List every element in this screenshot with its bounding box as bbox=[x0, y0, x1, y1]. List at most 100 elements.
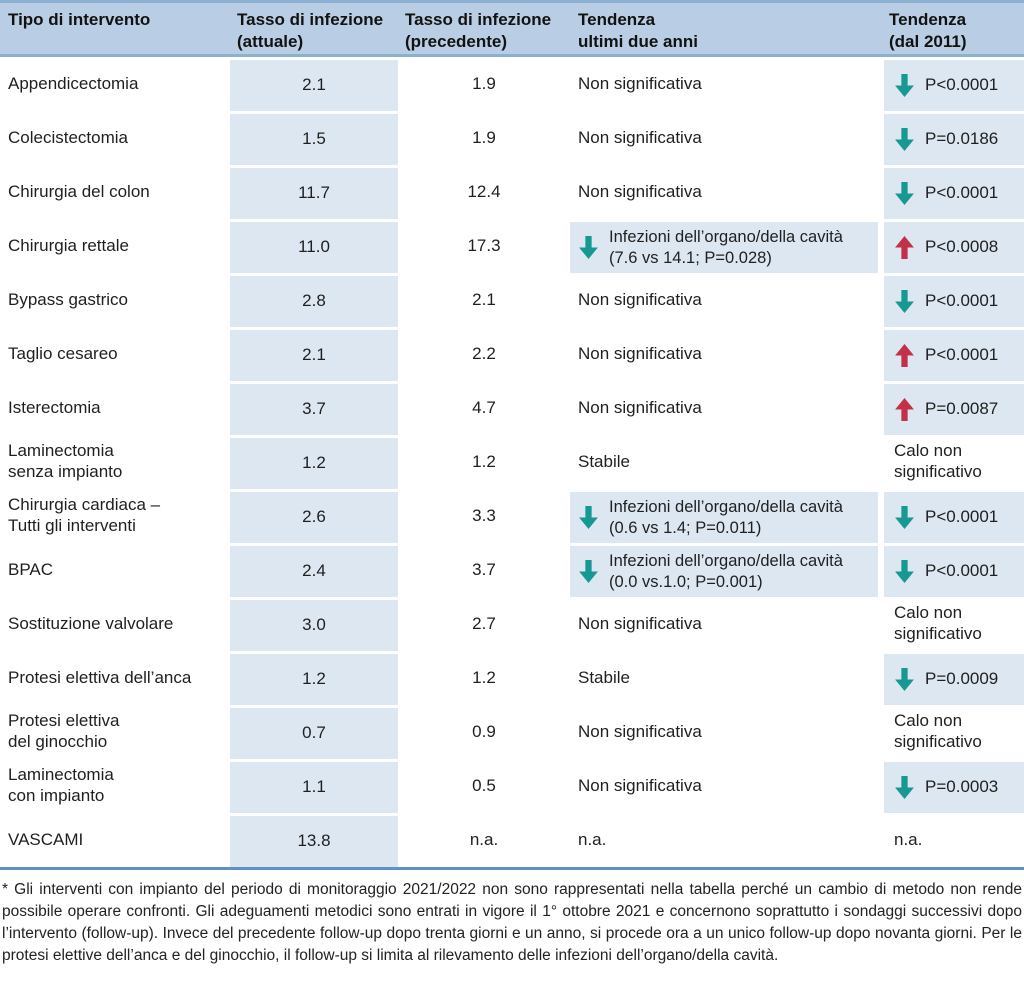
intervention-cell: Chirurgia cardiaca – Tutti gli intervent… bbox=[8, 495, 161, 535]
table-row: Colecistectomia 1.5 1.9 Non significativa P=… bbox=[0, 111, 1024, 165]
intervention-cell: Protesi elettiva dell’anca bbox=[8, 667, 192, 687]
trend-2011-cell: P=0.0087 bbox=[884, 381, 1024, 435]
trend-2011-cell: P=0.0009 bbox=[884, 651, 1024, 705]
trend-2y-cell: n.a. bbox=[578, 829, 607, 849]
current-rate-cell: 1.5 bbox=[230, 111, 398, 165]
trend-2011-cell: Calo non significativo bbox=[894, 441, 982, 481]
table-row: Chirurgia cardiaca – Tutti gli intervent… bbox=[0, 489, 1024, 543]
trend-2y-cell: Non significativa bbox=[578, 613, 702, 633]
trend-2y-cell: Infezioni dell’organo/della cavità (0.0 … bbox=[570, 543, 884, 597]
trend-down-icon bbox=[894, 74, 915, 97]
intervention-cell: Chirurgia rettale bbox=[8, 235, 129, 255]
trend-2y-cell: Non significativa bbox=[578, 289, 702, 309]
current-rate-cell: 3.7 bbox=[230, 381, 398, 435]
current-rate-cell: 2.1 bbox=[230, 327, 398, 381]
previous-rate-cell: 0.5 bbox=[472, 775, 496, 795]
header-line: (dal 2011) bbox=[889, 32, 967, 52]
trend-up-icon bbox=[894, 398, 915, 421]
trend-2y-cell: Non significativa bbox=[578, 721, 702, 741]
trend-2011-cell: Calo non significativo bbox=[894, 603, 982, 643]
intervention-cell: Taglio cesareo bbox=[8, 343, 118, 363]
table-row: Taglio cesareo 2.1 2.2 Non significativa P<0… bbox=[0, 327, 1024, 381]
previous-rate-cell: 1.9 bbox=[472, 73, 496, 93]
table-row: Laminectomia con impianto 1.1 0.5 Non signi… bbox=[0, 759, 1024, 813]
previous-rate-cell: 3.3 bbox=[472, 505, 496, 525]
current-rate-cell: 2.4 bbox=[230, 543, 398, 597]
column-header-tipo-intervento: Tipo di intervento bbox=[0, 3, 230, 54]
trend-down-icon bbox=[894, 128, 915, 151]
table-row: Protesi elettiva dell’anca 1.2 1.2 Stabile P… bbox=[0, 651, 1024, 705]
table-row: Isterectomia 3.7 4.7 Non significativa P=0.0… bbox=[0, 381, 1024, 435]
trend-down-icon bbox=[894, 506, 915, 529]
trend-down-icon bbox=[894, 668, 915, 691]
current-rate-cell: 0.7 bbox=[230, 705, 398, 759]
column-header-tendenza-due-anni: Tendenza ultimi due anni bbox=[570, 3, 884, 54]
trend-up-icon bbox=[894, 344, 915, 367]
table-row: Appendicectomia 2.1 1.9 Non significativa P<… bbox=[0, 57, 1024, 111]
table-row: Bypass gastrico 2.8 2.1 Non significativa P<… bbox=[0, 273, 1024, 327]
trend-2y-cell: Non significativa bbox=[578, 343, 702, 363]
trend-2011-cell: P<0.0001 bbox=[884, 543, 1024, 597]
intervention-cell: Laminectomia con impianto bbox=[8, 765, 114, 805]
trend-2011-cell: P<0.0001 bbox=[884, 489, 1024, 543]
header-line: ultimi due anni bbox=[578, 32, 698, 52]
current-rate-cell: 2.6 bbox=[230, 489, 398, 543]
trend-down-icon bbox=[578, 506, 599, 529]
previous-rate-cell: 1.9 bbox=[472, 127, 496, 147]
previous-rate-cell: 1.2 bbox=[472, 451, 496, 471]
table-row: Protesi elettiva del ginocchio 0.7 0.9 Non … bbox=[0, 705, 1024, 759]
intervention-cell: Appendicectomia bbox=[8, 73, 139, 93]
current-rate-cell: 1.2 bbox=[230, 435, 398, 489]
trend-down-icon bbox=[894, 560, 915, 583]
current-rate-cell: 2.8 bbox=[230, 273, 398, 327]
current-rate-cell: 3.0 bbox=[230, 597, 398, 651]
previous-rate-cell: 2.1 bbox=[472, 289, 496, 309]
table-row: Chirurgia rettale 11.0 17.3 Infezioni dell’… bbox=[0, 219, 1024, 273]
intervention-cell: BPAC bbox=[8, 559, 54, 579]
header-line: Tendenza bbox=[578, 10, 656, 29]
trend-down-icon bbox=[894, 776, 915, 799]
trend-down-icon bbox=[578, 560, 599, 583]
column-header-tendenza-2011: Tendenza (dal 2011) bbox=[884, 3, 1024, 54]
current-rate-cell: 11.0 bbox=[230, 219, 398, 273]
current-rate-cell: 11.7 bbox=[230, 165, 398, 219]
trend-2011-cell: P<0.0001 bbox=[884, 327, 1024, 381]
trend-2011-cell: P<0.0001 bbox=[884, 57, 1024, 111]
trend-down-icon bbox=[894, 290, 915, 313]
intervention-cell: Chirurgia del colon bbox=[8, 181, 150, 201]
intervention-cell: Sostituzione valvolare bbox=[8, 613, 174, 633]
current-rate-cell: 1.1 bbox=[230, 759, 398, 813]
previous-rate-cell: 4.7 bbox=[472, 397, 496, 417]
table-footnote: * Gli interventi con impianto del period… bbox=[2, 881, 1022, 965]
previous-rate-cell: n.a. bbox=[469, 829, 499, 849]
trend-2y-cell: Non significativa bbox=[578, 181, 702, 201]
column-header-tasso-attuale: Tasso di infezione (attuale) bbox=[230, 3, 398, 54]
table-row: Sostituzione valvolare 3.0 2.7 Non signific… bbox=[0, 597, 1024, 651]
intervention-cell: Protesi elettiva del ginocchio bbox=[8, 711, 120, 751]
intervention-cell: Bypass gastrico bbox=[8, 289, 128, 309]
trend-2011-cell: P<0.0008 bbox=[884, 219, 1024, 273]
previous-rate-cell: 1.2 bbox=[472, 667, 496, 687]
trend-2011-cell: n.a. bbox=[894, 829, 923, 849]
table-row: VASCAMI 13.8 n.a. n.a. n.a. bbox=[0, 813, 1024, 867]
intervention-cell: Colecistectomia bbox=[8, 127, 128, 147]
trend-2y-cell: Stabile bbox=[578, 451, 630, 471]
header-line: Tasso di infezione bbox=[405, 10, 552, 29]
trend-up-icon bbox=[894, 236, 915, 259]
previous-rate-cell: 0.9 bbox=[472, 721, 496, 741]
trend-2011-cell: Calo non significativo bbox=[894, 711, 982, 751]
trend-down-icon bbox=[578, 236, 599, 259]
table-header-row: Tipo di intervento Tasso di infezione (a… bbox=[0, 0, 1024, 57]
header-line: Tipo di intervento bbox=[8, 10, 151, 29]
previous-rate-cell: 3.7 bbox=[472, 559, 496, 579]
current-rate-cell: 2.1 bbox=[230, 57, 398, 111]
trend-2y-cell: Non significativa bbox=[578, 127, 702, 147]
current-rate-cell: 1.2 bbox=[230, 651, 398, 705]
trend-2011-cell: P<0.0001 bbox=[884, 273, 1024, 327]
header-line: Tasso di infezione bbox=[237, 10, 384, 29]
previous-rate-cell: 2.2 bbox=[472, 343, 496, 363]
current-rate-cell: 13.8 bbox=[230, 813, 398, 867]
trend-2y-cell: Non significativa bbox=[578, 73, 702, 93]
trend-2011-cell: P=0.0186 bbox=[884, 111, 1024, 165]
intervention-cell: Laminectomia senza impianto bbox=[8, 441, 123, 481]
